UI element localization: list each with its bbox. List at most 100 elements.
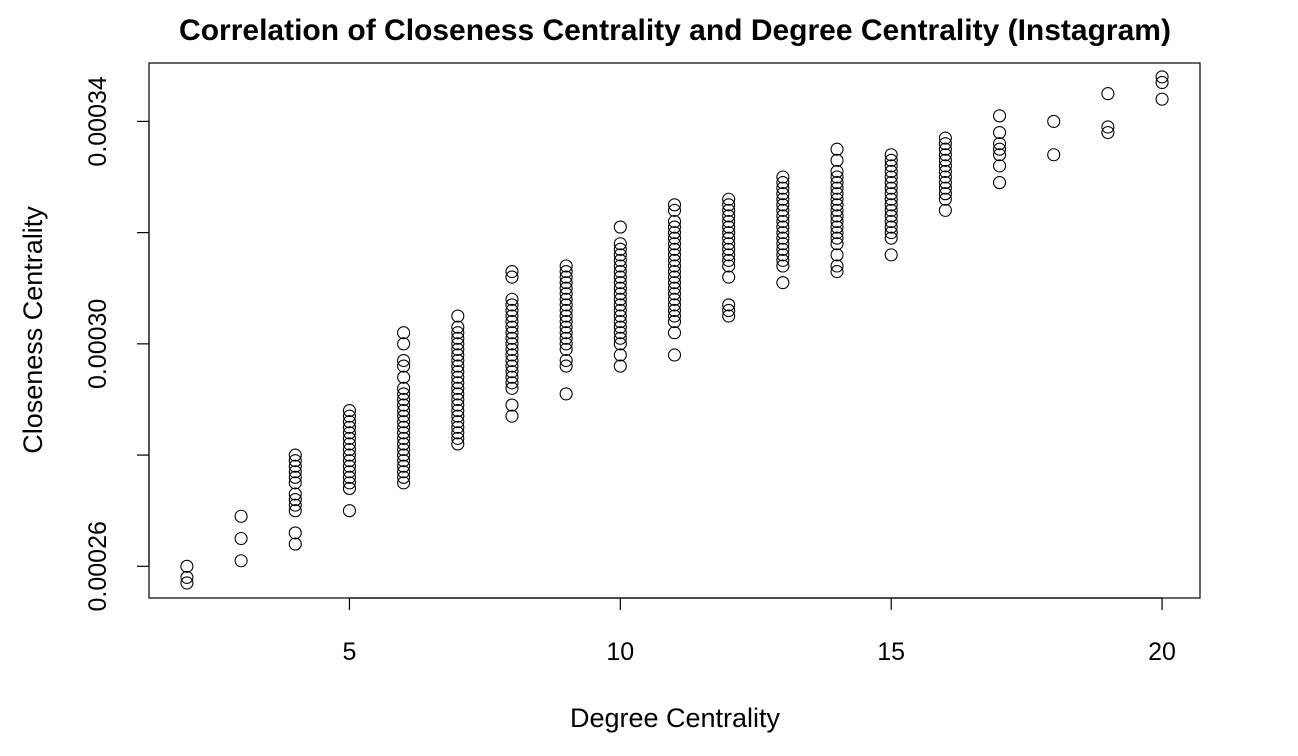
data-point-x6-21 bbox=[397, 470, 411, 484]
data-point-x12-15 bbox=[722, 303, 736, 318]
data-point-x6-15 bbox=[397, 437, 411, 451]
x-tick-label-5: 5 bbox=[342, 638, 356, 666]
data-point-x7-10 bbox=[451, 370, 465, 384]
data-point-x9-8 bbox=[559, 303, 573, 318]
data-point-x7-18 bbox=[451, 415, 465, 429]
data-point-x16-2 bbox=[938, 142, 952, 156]
data-point-x6-12 bbox=[397, 420, 411, 434]
data-point-x4-5 bbox=[288, 476, 302, 490]
data-point-x5-15 bbox=[342, 504, 357, 518]
y-tick-label-4: 0.00034 bbox=[84, 76, 112, 166]
x-tick-label-20: 20 bbox=[1148, 638, 1176, 666]
data-point-x15-12 bbox=[884, 214, 898, 229]
data-point-x11-13 bbox=[667, 276, 682, 290]
data-point-x7-8 bbox=[451, 359, 465, 373]
data-point-x8-2 bbox=[505, 292, 519, 306]
data-point-x7-12 bbox=[451, 381, 465, 395]
data-point-x14-11 bbox=[830, 214, 844, 229]
data-point-x6-11 bbox=[397, 415, 411, 429]
data-point-x7-0 bbox=[451, 309, 465, 323]
data-point-x13-15 bbox=[776, 253, 790, 267]
data-point-x9-5 bbox=[559, 287, 573, 301]
data-point-x4-8 bbox=[288, 498, 302, 512]
data-points bbox=[180, 70, 1169, 590]
data-point-x11-12 bbox=[667, 270, 682, 284]
data-point-x17-1 bbox=[992, 125, 1007, 140]
data-point-x9-6 bbox=[559, 292, 573, 306]
data-point-x8-16 bbox=[505, 370, 519, 384]
data-point-x11-14 bbox=[667, 281, 682, 295]
data-point-x7-19 bbox=[451, 420, 465, 434]
data-point-x6-5 bbox=[397, 381, 411, 395]
data-point-x16-6 bbox=[938, 164, 952, 178]
data-point-x18-1 bbox=[1047, 148, 1061, 162]
data-point-x6-22 bbox=[397, 476, 411, 490]
data-point-x6-14 bbox=[397, 431, 411, 445]
data-point-x15-11 bbox=[884, 209, 898, 223]
data-point-x6-6 bbox=[397, 387, 411, 401]
data-point-x9-10 bbox=[559, 315, 573, 329]
data-point-x11-20 bbox=[667, 315, 682, 329]
data-point-x8-10 bbox=[505, 337, 519, 351]
data-point-x11-19 bbox=[667, 309, 682, 323]
data-point-x7-13 bbox=[451, 387, 465, 401]
data-point-x13-6 bbox=[776, 203, 790, 217]
data-point-x14-7 bbox=[830, 192, 844, 206]
data-point-x4-10 bbox=[288, 526, 302, 540]
data-point-x15-7 bbox=[884, 187, 898, 201]
data-point-x12-9 bbox=[722, 242, 736, 256]
data-point-x10-6 bbox=[613, 264, 627, 279]
data-point-x10-18 bbox=[613, 331, 627, 345]
data-point-x4-1 bbox=[288, 454, 302, 468]
data-point-x4-6 bbox=[288, 487, 302, 501]
data-point-x15-5 bbox=[884, 176, 898, 190]
data-point-x5-11 bbox=[342, 465, 357, 479]
data-point-x5-10 bbox=[342, 459, 357, 473]
data-point-x11-7 bbox=[667, 242, 682, 256]
data-point-x11-2 bbox=[667, 214, 682, 229]
data-point-x12-14 bbox=[722, 298, 736, 312]
data-point-x14-14 bbox=[830, 231, 844, 245]
data-point-x14-12 bbox=[830, 220, 844, 234]
data-point-x16-4 bbox=[938, 153, 952, 167]
data-point-x5-9 bbox=[342, 454, 357, 468]
data-point-x12-7 bbox=[722, 231, 736, 245]
data-point-x7-17 bbox=[451, 409, 465, 423]
data-point-x16-3 bbox=[938, 148, 952, 162]
data-point-x8-11 bbox=[505, 342, 519, 356]
data-point-x17-6 bbox=[992, 176, 1007, 190]
data-point-x6-8 bbox=[397, 398, 411, 412]
data-point-x11-9 bbox=[667, 253, 682, 267]
data-point-x14-16 bbox=[830, 248, 844, 262]
data-point-x8-9 bbox=[505, 331, 519, 345]
data-point-x9-3 bbox=[559, 276, 573, 290]
data-point-x11-3 bbox=[667, 220, 682, 234]
data-point-x5-2 bbox=[342, 415, 357, 429]
data-point-x5-13 bbox=[342, 476, 357, 490]
data-point-x8-20 bbox=[505, 409, 519, 423]
data-point-x13-17 bbox=[776, 276, 790, 290]
data-point-x6-17 bbox=[397, 448, 411, 462]
data-point-x6-1 bbox=[397, 337, 411, 351]
data-point-x17-0 bbox=[992, 109, 1007, 123]
data-point-x9-13 bbox=[559, 331, 573, 345]
data-point-x6-10 bbox=[397, 409, 411, 423]
data-point-x15-16 bbox=[884, 248, 898, 262]
data-point-x16-1 bbox=[938, 137, 952, 151]
data-point-x7-22 bbox=[451, 437, 465, 451]
data-point-x6-16 bbox=[397, 442, 411, 457]
data-point-x16-12 bbox=[938, 203, 952, 217]
data-point-x12-5 bbox=[722, 220, 736, 234]
data-point-x11-4 bbox=[667, 226, 682, 240]
data-point-x20-1 bbox=[1155, 75, 1169, 90]
data-point-x10-16 bbox=[613, 320, 627, 334]
data-point-x15-9 bbox=[884, 198, 898, 212]
data-point-x14-1 bbox=[830, 153, 844, 167]
data-point-x8-8 bbox=[505, 326, 519, 340]
data-point-x13-16 bbox=[776, 259, 790, 273]
data-point-x19-2 bbox=[1101, 125, 1115, 140]
data-point-x13-7 bbox=[776, 209, 790, 223]
data-point-x11-10 bbox=[667, 259, 682, 273]
data-point-x7-9 bbox=[451, 365, 465, 379]
data-point-x12-1 bbox=[722, 198, 736, 212]
